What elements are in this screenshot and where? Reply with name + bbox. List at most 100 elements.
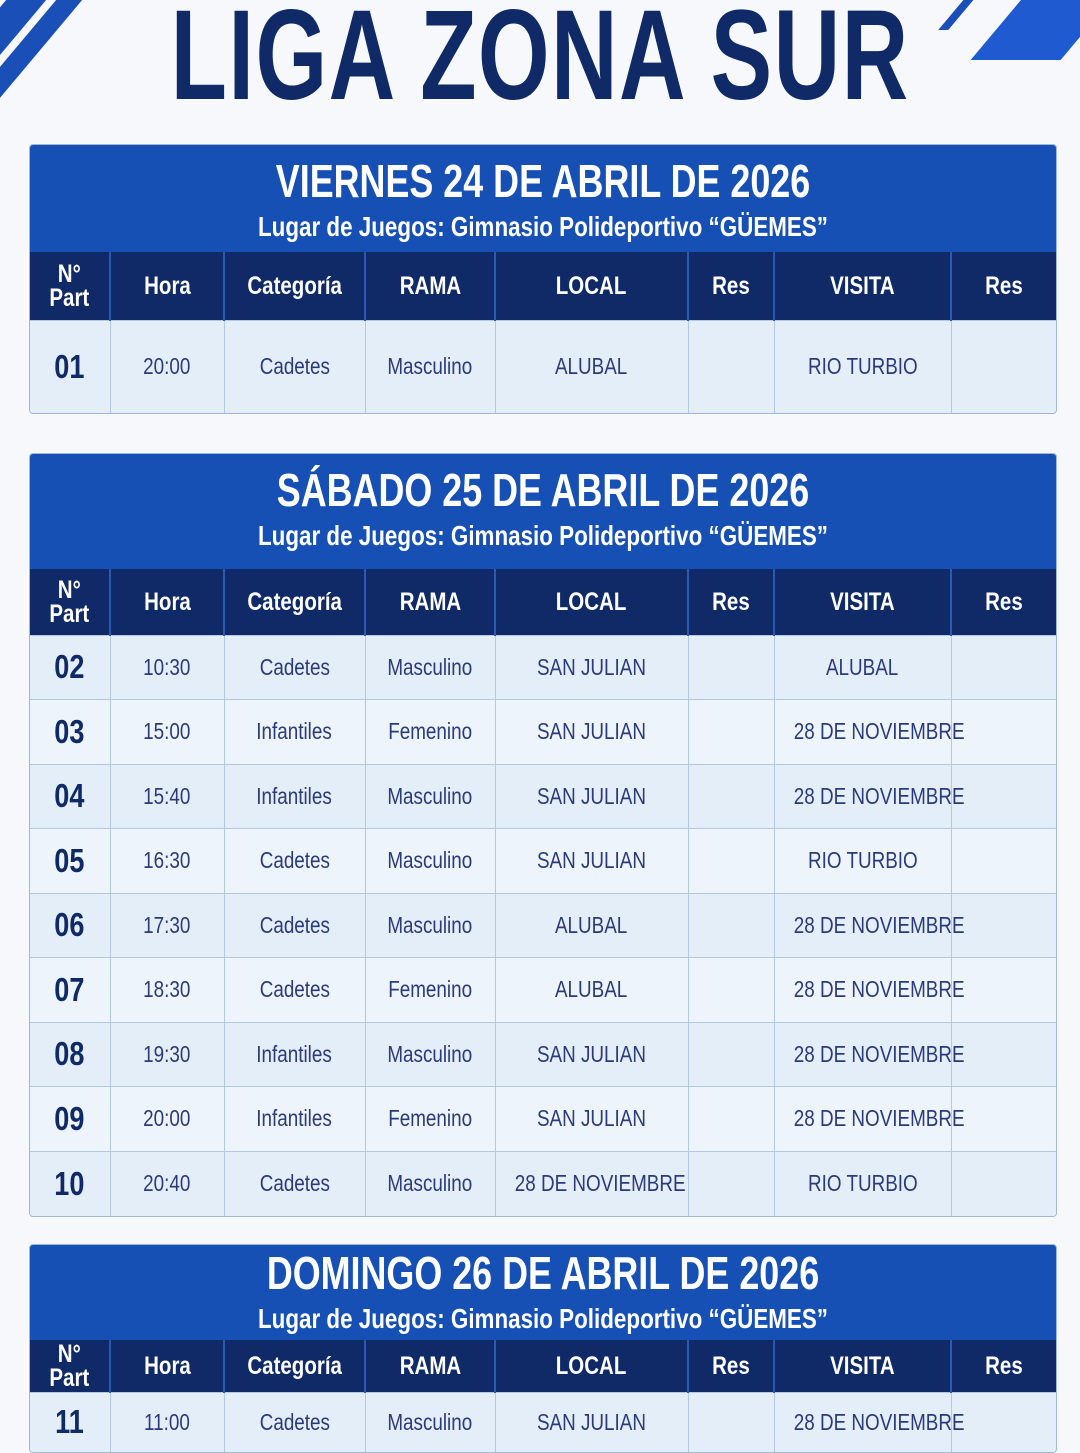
cell-text: Masculino <box>387 847 473 874</box>
table-row: 11 11:00 Cadetes Masculino SAN JULIAN 28 DE N… <box>30 1391 1056 1452</box>
cell-text: LOCAL <box>556 1351 627 1380</box>
cell-text: Cadetes <box>259 847 330 874</box>
cell-text: Categoría <box>247 1351 342 1380</box>
cell-text: 07 <box>54 970 85 1008</box>
cell-text: 03 <box>54 712 85 750</box>
cell-text: Cadetes <box>259 1408 330 1435</box>
match-number: 10 <box>30 1150 110 1216</box>
time: 15:40 <box>109 763 224 829</box>
cell-text: 15:40 <box>143 782 191 809</box>
table-row: 09 20:00 Infantiles Femenino SAN JULIAN 28 DE… <box>30 1086 1056 1151</box>
category: Cadetes <box>223 634 365 700</box>
away-result <box>950 828 1056 893</box>
table-row: 08 19:30 Infantiles Masculino SAN JULIAN 28 D… <box>30 1021 1056 1087</box>
branch: Masculino <box>364 1150 495 1216</box>
schedule-table: N° Part Hora Categoría RAMA LOCAL Res VISITA Re… <box>30 252 1056 413</box>
cell-text: LOCAL <box>556 271 627 300</box>
home-result <box>687 634 774 700</box>
category: Infantiles <box>223 1021 365 1087</box>
branch: Femenino <box>364 957 495 1022</box>
home-team: SAN JULIAN <box>494 828 688 893</box>
match-number: 05 <box>30 828 110 893</box>
time: 18:30 <box>109 957 224 1022</box>
day-header: SÁBADO 25 DE ABRIL DE 2026 Lugar de Jueg… <box>30 454 1056 569</box>
match-number: 06 <box>30 892 110 958</box>
cell-text: VISITA <box>830 1351 895 1380</box>
time: 15:00 <box>109 699 224 764</box>
match-number: 04 <box>30 763 110 829</box>
column-header: Res <box>687 252 774 320</box>
cell-text: 28 DE NOVIEMBRE <box>793 911 965 938</box>
away-result <box>950 1021 1056 1087</box>
cell-text: N° Part <box>49 1339 90 1392</box>
branch: Femenino <box>364 699 495 764</box>
table-row: 05 16:30 Cadetes Masculino SAN JULIAN RIO TUR… <box>30 828 1056 893</box>
column-header: N° Part <box>30 569 110 635</box>
day-header: DOMINGO 26 DE ABRIL DE 2026 Lugar de Jue… <box>30 1245 1056 1340</box>
cell-text: Hora <box>143 1351 191 1380</box>
category: Infantiles <box>223 763 365 829</box>
home-team: SAN JULIAN <box>494 763 688 829</box>
table-row: 03 15:00 Infantiles Femenino SAN JULIAN 28 DE… <box>30 699 1056 764</box>
title-text: LIGA ZONA SUR <box>170 0 910 127</box>
day-date: SÁBADO 25 DE ABRIL DE 2026 <box>276 464 810 516</box>
column-header: RAMA <box>364 252 495 320</box>
away-result <box>950 699 1056 764</box>
column-header: Hora <box>109 569 224 635</box>
time: 11:00 <box>109 1391 224 1452</box>
day-date: DOMINGO 26 DE ABRIL DE 2026 <box>266 1247 820 1299</box>
home-result <box>687 699 774 764</box>
cell-text: Cadetes <box>259 1170 330 1196</box>
match-number: 03 <box>30 699 110 764</box>
cell-text: 28 DE NOVIEMBRE <box>793 1408 965 1435</box>
home-result <box>687 1086 774 1151</box>
away-result <box>950 319 1056 413</box>
venue: Lugar de Juegos: Gimnasio Polideportivo … <box>257 520 829 551</box>
cell-text: Femenino <box>388 1105 472 1132</box>
table-row: 04 15:40 Infantiles Masculino SAN JULIAN 28 D… <box>30 763 1056 829</box>
category: Infantiles <box>223 699 365 764</box>
day-section-friday: VIERNES 24 DE ABRIL DE 2026 Lugar de Jue… <box>29 144 1057 414</box>
home-team: SAN JULIAN <box>494 1021 688 1087</box>
cell-text: Masculino <box>387 1040 473 1067</box>
home-result <box>687 763 774 829</box>
cell-text: VISITA <box>830 271 895 300</box>
cell-text: 11 <box>55 1403 85 1441</box>
home-team: SAN JULIAN <box>494 1391 688 1452</box>
match-number: 08 <box>30 1021 110 1087</box>
branch: Masculino <box>364 828 495 893</box>
table-row: 02 10:30 Cadetes Masculino SAN JULIAN ALUBAL <box>30 634 1056 700</box>
column-header: Hora <box>109 252 224 320</box>
home-team: 28 DE NOVIEMBRE <box>494 1150 688 1216</box>
cell-text: 10:30 <box>143 653 191 680</box>
home-result <box>687 957 774 1022</box>
cell-text: 28 DE NOVIEMBRE <box>793 1040 965 1067</box>
away-team: 28 DE NOVIEMBRE <box>773 1021 964 1087</box>
cell-text: 28 DE NOVIEMBRE <box>793 718 965 745</box>
away-result <box>950 763 1056 829</box>
cell-text: VISITA <box>830 587 895 616</box>
column-header: Res <box>950 1340 1056 1392</box>
column-header: RAMA <box>364 569 495 635</box>
cell-text: Infantiles <box>256 782 333 809</box>
cell-text: SAN JULIAN <box>536 1105 647 1132</box>
category: Cadetes <box>223 1150 365 1216</box>
cell-text: SAN JULIAN <box>536 653 647 680</box>
column-header: VISITA <box>773 252 951 320</box>
cell-text: 02 <box>54 648 85 686</box>
home-team: SAN JULIAN <box>494 699 688 764</box>
cell-text: RAMA <box>399 1351 461 1380</box>
home-team: ALUBAL <box>494 892 688 958</box>
home-team: ALUBAL <box>494 319 688 413</box>
cell-text: 17:30 <box>143 911 191 938</box>
cell-text: ALUBAL <box>555 911 628 938</box>
table-row: 01 20:00 Cadetes Masculino ALUBAL RIO TURBIO <box>30 319 1056 413</box>
cell-text: SAN JULIAN <box>536 1408 647 1435</box>
away-result <box>950 892 1056 958</box>
cell-text: LOCAL <box>556 587 627 616</box>
cell-text: RIO TURBIO <box>807 1170 918 1196</box>
cell-text: Masculino <box>387 653 473 680</box>
cell-text: 01 <box>54 347 85 385</box>
table-row: 10 20:40 Cadetes Masculino 28 DE NOVIEMBRE RI… <box>30 1150 1056 1216</box>
column-header: Categoría <box>223 569 365 635</box>
